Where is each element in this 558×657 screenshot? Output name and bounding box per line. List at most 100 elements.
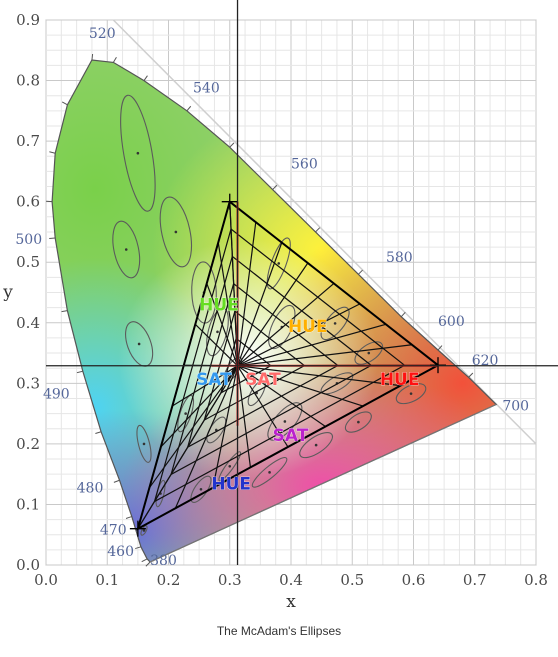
x-tick-label: 0.0: [34, 571, 58, 589]
x-tick-label: 0.3: [218, 571, 242, 589]
macadam-ellipse: [344, 411, 372, 433]
y-tick-label: 0.1: [16, 495, 40, 513]
macadam-ellipse: [136, 424, 152, 463]
ellipse-center-dot: [142, 529, 146, 532]
locus-tick: [95, 431, 102, 434]
wavelength-label: 540: [193, 81, 220, 97]
macadam-ellipse: [159, 196, 193, 268]
ellipse-center-dot: [199, 488, 203, 491]
spectral-locus: [51, 59, 498, 563]
locus-tick: [141, 558, 148, 563]
macadam-ellipse: [354, 341, 384, 365]
region-label: HUE: [380, 370, 420, 390]
y-tick-label: 0.2: [16, 435, 40, 453]
macadam-ellipse: [247, 379, 266, 407]
wavelength-label: 480: [77, 480, 104, 496]
ellipse-center-dot: [142, 442, 146, 446]
locus-tick: [145, 561, 151, 567]
x-axis-title: x: [286, 592, 296, 612]
locus-tick: [112, 56, 117, 63]
macadam-ellipse: [320, 306, 350, 341]
x-tick-label: 0.4: [279, 571, 303, 589]
x-tick-label: 0.2: [157, 571, 181, 589]
locus-tick: [272, 184, 278, 190]
locus-tick: [135, 546, 142, 550]
purple-line: [149, 404, 497, 563]
wavelength-label: 700: [502, 399, 529, 415]
fill-white: [118, 239, 379, 480]
ellipse-center-dot: [357, 420, 360, 424]
locus-tick: [468, 372, 474, 378]
wavelength-label: 460: [107, 544, 134, 560]
region-label: HUE: [288, 317, 328, 337]
locus-tick: [49, 237, 56, 240]
locus-tick: [61, 101, 68, 106]
wavelength-label: 500: [15, 232, 42, 248]
locus-tick: [229, 142, 235, 148]
ellipse-center-dot: [228, 464, 232, 468]
locus-tick: [358, 269, 363, 275]
wavelength-label: 620: [472, 353, 499, 369]
region-label: SAT: [245, 370, 281, 390]
macadam-ellipse: [395, 383, 427, 405]
ellipse-center-dot: [136, 151, 140, 155]
locus-tick: [76, 370, 83, 374]
ellipse-center-dot: [216, 330, 219, 334]
x-tick-label: 0.1: [95, 571, 119, 589]
wavelength-label: 580: [386, 250, 413, 266]
y-tick-label: 0.0: [16, 556, 40, 574]
x-tick-label: 0.7: [463, 571, 487, 589]
wavelength-label: 380: [150, 553, 177, 569]
y-tick-label: 0.9: [16, 11, 40, 29]
ellipse-center-dot: [277, 262, 281, 265]
x-tick-label: 0.5: [340, 571, 364, 589]
ellipse-center-dot: [333, 322, 337, 325]
macadam-ellipse: [206, 307, 229, 357]
locus-tick: [61, 310, 68, 313]
reference-diagonal: [112, 19, 537, 445]
region-label: HUE: [211, 474, 251, 494]
ellipse-center-dot: [314, 443, 318, 447]
ellipse-center-dot: [184, 412, 187, 415]
macadam-ellipse: [190, 475, 212, 503]
ellipse-center-dot: [137, 342, 141, 346]
chart-svg: 380 460 470 480 490 500 520 540 560 580 600 620 700 H…: [2, 0, 558, 612]
ellipse-center-dot: [283, 420, 287, 423]
locus-tick: [113, 479, 120, 483]
y-tick-label: 0.7: [16, 132, 40, 150]
macadam-ellipse: [218, 451, 242, 482]
figure-caption: The McAdam's Ellipses: [216, 624, 342, 638]
wavelength-label: 560: [291, 156, 318, 172]
region-label: SAT: [273, 426, 309, 446]
wavelength-label: 490: [43, 386, 70, 402]
locus-tick: [143, 75, 148, 81]
locus-tick: [315, 227, 321, 233]
macadam-ellipse: [299, 432, 334, 459]
wavelength-label: 520: [89, 26, 116, 42]
region-label: SAT: [196, 370, 232, 390]
y-axis-title: y: [2, 283, 13, 303]
locus-tick: [437, 345, 443, 351]
x-tick-label: 0.6: [402, 571, 426, 589]
macadam-ellipse: [251, 457, 288, 488]
region-label: HUE: [199, 296, 239, 316]
macadam-ellipse: [140, 525, 148, 536]
macadam-ellipse: [112, 220, 141, 279]
wavelength-label: 470: [100, 523, 127, 539]
macadam-ellipse: [120, 94, 156, 212]
ellipse-center-dot: [268, 471, 271, 474]
x-tick-label: 0.8: [524, 571, 548, 589]
y-tick-label: 0.4: [16, 314, 40, 332]
ellipse-center-dot: [174, 230, 178, 234]
locus-tick: [186, 105, 192, 112]
ellipse-center-dot: [409, 392, 413, 395]
y-tick-label: 0.5: [16, 253, 40, 271]
y-tick-label: 0.3: [16, 374, 40, 392]
locus-tick: [125, 516, 132, 519]
locus-tick: [49, 151, 56, 154]
locus-tick: [400, 311, 406, 318]
ellipse-center-dot: [124, 248, 128, 251]
y-tick-label: 0.6: [16, 193, 40, 211]
ellipse-center-dot: [367, 351, 371, 355]
wavelength-label: 600: [438, 314, 465, 330]
